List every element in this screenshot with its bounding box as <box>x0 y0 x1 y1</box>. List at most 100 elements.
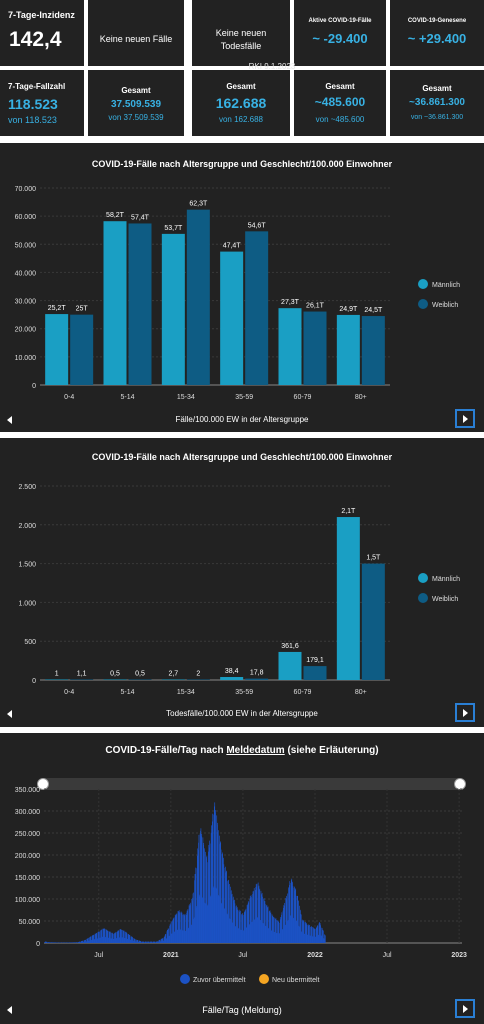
chart3-daily-bar <box>252 891 254 943</box>
chart3-daily-bar <box>148 941 149 943</box>
chart3-ytick-label: 50.000 <box>19 919 41 926</box>
chart3-daily-bar <box>275 918 276 943</box>
chart1-data-label: 25,2T <box>48 305 67 312</box>
chart2-data-label: 0,5 <box>135 671 145 678</box>
chart3-daily-bar <box>122 931 124 943</box>
chart3-daily-bar <box>246 905 248 943</box>
chevron-right-icon <box>463 709 468 717</box>
chart3-daily-bar <box>83 941 84 943</box>
chart3-daily-bar <box>202 845 204 943</box>
chart3-daily-bar <box>225 871 227 943</box>
chart3-daily-bar <box>196 906 198 943</box>
chart1-data-label: 62,3T <box>189 201 208 208</box>
chart3-title-link[interactable]: Meldedatum <box>226 745 285 756</box>
chart1-next-button[interactable] <box>455 409 475 428</box>
chart2-prev-icon[interactable] <box>7 710 12 718</box>
chart3-daily-bar <box>119 937 120 943</box>
chart3-daily-bar <box>185 914 187 943</box>
chart3-daily-bar <box>68 942 69 943</box>
chart3-daily-bar <box>229 919 231 943</box>
chart3-daily-bar <box>69 942 71 943</box>
chart3-daily-bar <box>265 926 267 943</box>
chart3-daily-bar <box>234 899 235 943</box>
chart3-next-button[interactable] <box>455 999 475 1018</box>
chart3-xtick-label: 2023 <box>451 952 467 959</box>
chart3-ytick-label: 200.000 <box>15 853 40 860</box>
chart3-daily-bar <box>185 931 186 943</box>
chart3-daily-bar <box>313 928 315 943</box>
chart3-daily-bar <box>118 930 120 943</box>
chart3-daily-bar <box>295 888 297 943</box>
chart3-daily-bar <box>162 938 164 943</box>
chart3-daily-bar <box>261 893 263 943</box>
chart3-daily-bar <box>272 916 273 943</box>
chart2-legend-swatch <box>418 573 428 583</box>
chart3-daily-bar <box>187 928 189 943</box>
chart3-daily-bar <box>271 914 273 943</box>
chart3-daily-bar <box>123 930 124 943</box>
chart3-daily-bar <box>202 837 204 943</box>
chart3-daily-bar <box>154 941 156 943</box>
chart3-daily-bar <box>199 894 201 943</box>
chart3-daily-bar <box>184 914 186 943</box>
chart3-daily-bar <box>143 942 145 943</box>
chart3-daily-bar <box>292 886 294 943</box>
chart3-daily-bar <box>100 929 102 943</box>
chart3-daily-bar <box>313 927 314 943</box>
chart1-prev-icon[interactable] <box>7 416 12 424</box>
chart1-ytick-label: 30.000 <box>15 299 37 306</box>
chart-panel-cases: COVID-19-Fälle nach Altersgruppe und Ges… <box>0 143 484 432</box>
chart1-legend-label: Männlich <box>432 282 460 289</box>
chart3-daily-bar <box>104 929 105 943</box>
chart3-daily-bar <box>150 941 151 943</box>
chart3-daily-bar <box>157 941 158 943</box>
chart3-prev-icon[interactable] <box>7 1006 12 1014</box>
chart3-daily-bar <box>96 938 98 943</box>
chart3-daily-bar <box>48 942 50 943</box>
chart3-daily-bar <box>297 896 299 943</box>
chart3-daily-bar <box>294 889 296 943</box>
chart3-daily-bar <box>232 922 233 943</box>
chart3-daily-bar <box>215 887 217 943</box>
chart2-next-button[interactable] <box>455 703 475 722</box>
chart3-daily-bar <box>209 843 211 943</box>
chart3-daily-bar <box>103 928 105 943</box>
chart3-daily-bar <box>227 914 228 943</box>
chart2-bar <box>245 678 269 680</box>
chart3-daily-bar <box>279 933 281 943</box>
chart3-daily-bar <box>187 911 188 943</box>
chart3-daily-bar <box>187 909 189 943</box>
chart3-daily-bar <box>201 897 203 943</box>
chart3-daily-bar <box>73 942 75 943</box>
kpi-gesamt-genesene: Gesamt ~36.861.300 von ~36.861.300 <box>390 70 484 136</box>
time-slider-track[interactable] <box>42 778 462 790</box>
chart3-daily-bar <box>48 942 50 943</box>
chart1-title: COVID-19-Fälle nach Altersgruppe und Ges… <box>91 159 393 169</box>
chart3-daily-bar <box>319 922 320 943</box>
chart3-daily-bar <box>54 942 56 943</box>
chart3-daily-bar <box>127 934 129 943</box>
chart3-daily-bar <box>215 888 217 943</box>
chart3-daily-bar <box>269 910 270 943</box>
chart3-daily-bar <box>172 921 173 943</box>
chart3-daily-bar <box>281 929 283 943</box>
chart3-daily-bar <box>284 903 285 943</box>
chart3-daily-bar <box>180 929 181 943</box>
chart3-daily-bar <box>201 834 203 943</box>
chart3-daily-bar <box>142 941 144 943</box>
chart3-daily-bar <box>324 935 326 943</box>
chart3-daily-bar <box>202 898 203 943</box>
chart3-daily-bar <box>198 896 200 943</box>
chart3-daily-bar <box>76 942 78 943</box>
chart3-daily-bar <box>235 926 237 943</box>
chart3-daily-bar <box>244 910 246 943</box>
chart3-daily-bar <box>227 880 229 943</box>
chart3-daily-bar <box>156 941 158 943</box>
chart3-daily-bar <box>286 895 287 943</box>
chart3-daily-bar <box>129 934 131 943</box>
chart2-data-label: 2 <box>196 671 200 678</box>
chart3-daily-bar <box>70 942 72 943</box>
chart3-daily-bar <box>253 893 254 943</box>
time-slider-handle-left[interactable] <box>37 778 49 790</box>
chart3-daily-bar <box>282 910 284 943</box>
